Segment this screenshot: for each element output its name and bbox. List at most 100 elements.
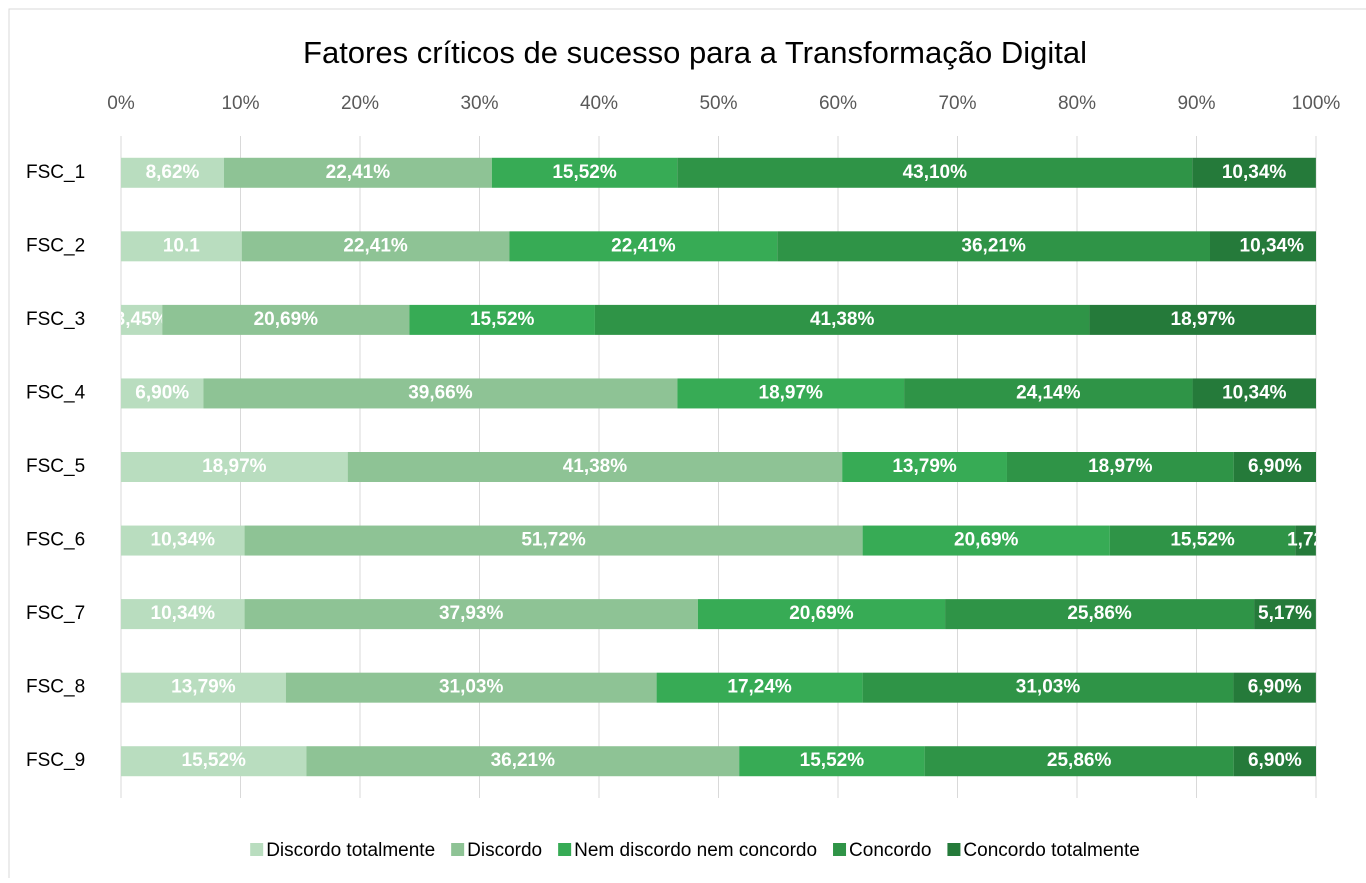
bar-segment	[1254, 599, 1316, 630]
value-label: 22,41%	[611, 235, 676, 256]
legend-swatch	[250, 843, 264, 856]
value-label: 31,03%	[439, 677, 504, 698]
value-label: 41,38%	[810, 309, 875, 330]
value-label: 20,69%	[254, 309, 319, 330]
value-label: 18,97%	[1088, 456, 1153, 477]
y-tick-label: FSC_1	[26, 162, 85, 183]
bar-segment	[677, 157, 1193, 188]
legend-label: Nem discordo nem concordo	[574, 840, 817, 861]
bar-segment	[285, 672, 657, 703]
bar-segment	[1233, 452, 1316, 482]
value-label: 22,41%	[326, 162, 391, 183]
value-label: 15,52%	[1170, 530, 1235, 551]
bar-segment	[121, 452, 348, 482]
bar-segment	[1233, 672, 1316, 703]
bar-segment	[203, 378, 678, 409]
legend-label: Discordo	[467, 840, 542, 861]
bar-segment	[491, 157, 678, 188]
value-label: 43,10%	[903, 162, 968, 183]
bar-segment	[244, 599, 698, 630]
bar-segment	[656, 672, 863, 703]
bar-segment	[862, 672, 1234, 703]
bar-segment	[904, 378, 1193, 409]
value-label: 36,21%	[961, 235, 1026, 256]
value-label: 6,90%	[135, 382, 189, 403]
x-tick-label: 100%	[1292, 93, 1341, 114]
bar-segment	[842, 452, 1007, 482]
value-label: 10,34%	[151, 603, 216, 624]
value-label: 5,17%	[1258, 603, 1312, 624]
value-label: 6,90%	[1248, 750, 1302, 771]
x-tick-label: 0%	[107, 93, 135, 114]
bar-segment	[1233, 746, 1316, 777]
bar-segment	[1089, 304, 1316, 335]
value-label: 10,34%	[1222, 162, 1287, 183]
value-label: 18,97%	[1171, 309, 1236, 330]
x-tick-label: 90%	[1177, 93, 1215, 114]
legend-label: Concordo totalmente	[963, 840, 1139, 861]
value-label: 10,34%	[1240, 235, 1305, 256]
bar-segment	[1109, 525, 1296, 556]
y-tick-label: FSC_8	[26, 677, 85, 698]
value-label: 15,52%	[552, 162, 617, 183]
x-tick-label: 70%	[938, 93, 976, 114]
chart-title: Fatores críticos de sucesso para a Trans…	[303, 35, 1087, 70]
bar-segment	[121, 599, 245, 630]
bar-segment	[241, 231, 510, 262]
bar-segment	[224, 157, 492, 188]
bar-segment	[1192, 378, 1316, 409]
y-tick-label: FSC_3	[26, 309, 85, 330]
x-tick-label: 10%	[221, 93, 259, 114]
value-label: 37,93%	[439, 603, 504, 624]
legend-swatch	[558, 843, 572, 856]
y-tick-label: FSC_6	[26, 530, 85, 551]
value-label: 3,45%	[115, 309, 169, 330]
value-label: 13,79%	[892, 456, 957, 477]
bar-segment	[162, 304, 410, 335]
value-label: 10,34%	[1222, 382, 1287, 403]
value-label: 6,90%	[1248, 677, 1302, 698]
bar-segment	[594, 304, 1090, 335]
x-tick-label: 50%	[699, 93, 737, 114]
value-label: 15,52%	[470, 309, 535, 330]
x-tick-label: 60%	[819, 93, 857, 114]
x-tick-label: 20%	[341, 93, 379, 114]
value-label: 18,97%	[202, 456, 267, 477]
legend-swatch	[947, 843, 961, 856]
value-label: 13,79%	[171, 677, 236, 698]
value-label: 15,52%	[182, 750, 247, 771]
bar-segment	[1295, 525, 1316, 556]
value-label: 22,41%	[343, 235, 408, 256]
y-tick-label: FSC_4	[26, 382, 86, 403]
bars: 8,62% 22,41% 15,52% 43,10% 10,34% 10.1 22,41% 2…	[115, 157, 1316, 777]
value-label: 10,34%	[151, 530, 216, 551]
y-tick-label: FSC_2	[26, 235, 85, 256]
legend-label: Discordo totalmente	[266, 840, 435, 861]
y-tick-label: FSC_9	[26, 750, 85, 771]
value-label: 18,97%	[759, 382, 824, 403]
bar-segment	[509, 231, 778, 262]
legend-swatch	[451, 843, 465, 856]
bar-segment	[121, 525, 245, 556]
value-label: 10.1	[163, 235, 200, 256]
bar-segment	[739, 746, 925, 777]
value-label: 41,38%	[563, 456, 628, 477]
value-label: 24,14%	[1016, 382, 1081, 403]
bar-segment	[121, 378, 204, 409]
y-tick-label: FSC_7	[26, 603, 85, 624]
bar-segment	[862, 525, 1110, 556]
bar-segment	[1006, 452, 1234, 482]
value-label: 31,03%	[1016, 677, 1081, 698]
bar-segment	[121, 157, 225, 188]
bar-segment	[777, 231, 1211, 262]
bar-segment	[924, 746, 1234, 777]
value-label: 15,52%	[800, 750, 865, 771]
bar-segment	[1210, 231, 1316, 262]
bar-segment	[1192, 157, 1316, 188]
value-label: 20,69%	[954, 530, 1019, 551]
bar-segment	[121, 304, 163, 335]
value-label: 51,72%	[521, 530, 586, 551]
x-tick-label: 40%	[580, 93, 618, 114]
bar-segment	[121, 672, 286, 703]
